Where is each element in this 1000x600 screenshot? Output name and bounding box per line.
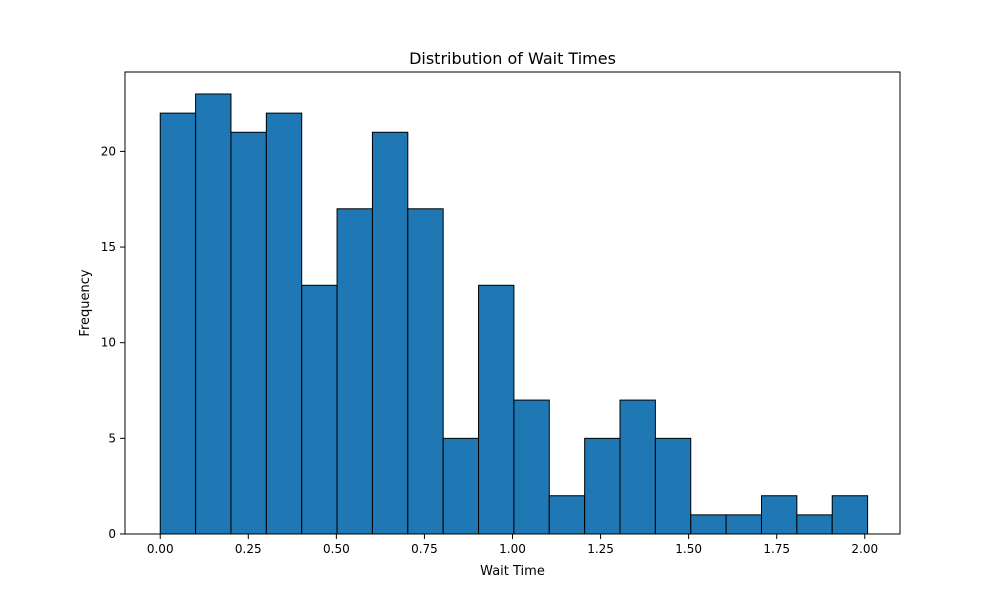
y-tick-label: 0	[108, 527, 116, 541]
histogram-bar	[796, 514, 833, 535]
histogram-bar	[195, 93, 232, 535]
histogram-bar	[442, 437, 480, 535]
y-tick-label: 10	[101, 336, 116, 350]
x-tick-label: 0.50	[323, 542, 350, 556]
x-tick-label: 0.75	[411, 542, 438, 556]
histogram-bar	[478, 284, 515, 535]
histogram-bar	[159, 112, 197, 535]
y-tick-label: 20	[101, 144, 116, 158]
x-tick-label: 0.00	[147, 542, 174, 556]
histogram-bar	[301, 284, 338, 535]
x-axis-ticks: 0.00 0.25 0.50 0.75 1.00 1.25 1.50 1.75 2.00	[147, 534, 878, 556]
histogram-bar	[654, 437, 692, 535]
x-axis-label: Wait Time	[480, 564, 545, 579]
bars-group	[159, 93, 869, 535]
plot-frame	[124, 71, 901, 535]
x-tick-label: 0.25	[235, 542, 262, 556]
y-axis-ticks: 0 5 10 15 20	[101, 144, 125, 541]
y-axis-label: Frequency	[78, 269, 93, 336]
x-tick-label: 1.25	[587, 542, 614, 556]
histogram-bar	[230, 131, 267, 535]
histogram-bar	[548, 495, 586, 535]
x-tick-label: 1.00	[499, 542, 526, 556]
x-tick-label: 1.50	[675, 542, 702, 556]
y-tick-label: 5	[108, 431, 116, 445]
chart-title: Distribution of Wait Times	[409, 49, 616, 68]
histogram-bar	[760, 495, 798, 535]
histogram-bar	[619, 399, 656, 535]
x-tick-label: 1.75	[763, 542, 790, 556]
histogram-bar	[584, 437, 621, 535]
histogram-bar	[725, 514, 762, 535]
histogram-bar	[371, 131, 409, 535]
y-tick-label: 15	[101, 240, 116, 254]
histogram-bar	[690, 514, 727, 535]
x-tick-label: 2.00	[851, 542, 878, 556]
histogram-bar	[265, 112, 303, 535]
histogram-bar	[831, 495, 869, 535]
histogram-bar	[513, 399, 550, 535]
histogram-bar	[336, 208, 373, 535]
histogram-bar	[407, 208, 444, 535]
